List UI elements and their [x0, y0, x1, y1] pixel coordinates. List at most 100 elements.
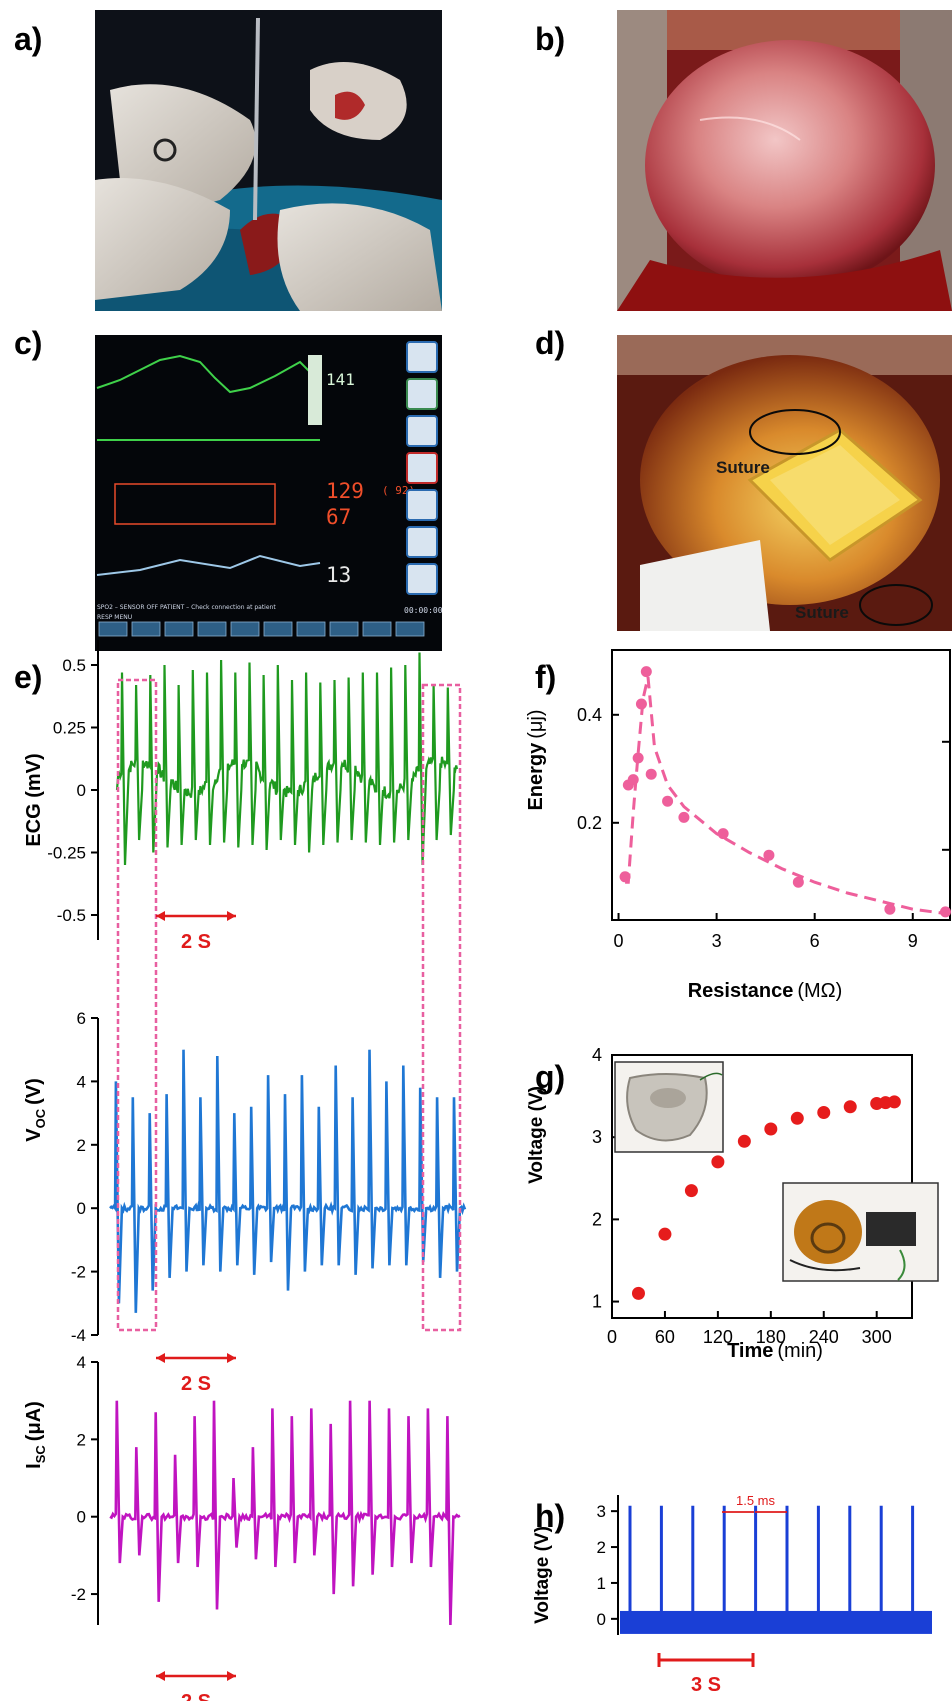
voc-ylabel-unit: (V): [23, 1078, 45, 1105]
g-xtick-label: 300: [862, 1327, 892, 1347]
f-ytick-label: 0.2: [577, 813, 602, 833]
isc-ytick-label: -2: [71, 1585, 86, 1604]
photo-monitor: 141 129 67 ( 92) 13 SPO2 – SENSOR OFF PA…: [95, 335, 443, 651]
g-ytick-label: 4: [592, 1045, 602, 1065]
isc-ylabel: ISC(μA): [23, 1401, 48, 1469]
h-ylabel: Voltage (V): [532, 1526, 553, 1624]
f-xlabel: Resistance (MΩ): [688, 980, 843, 1002]
monitor-bp-dia: 67: [326, 505, 351, 529]
energy-point: [763, 850, 774, 861]
monitor-softkey: [330, 622, 358, 636]
monitor-softkey: [396, 622, 424, 636]
chart-e-voc: 6 4 2 0 -2 -4 VOC (V): [23, 1009, 465, 1345]
voc-trace: [110, 1050, 465, 1313]
chart-e-isc: 4 2 0 -2 ISC (μA): [23, 1353, 460, 1625]
ecg-ytick-label: 0.25: [53, 719, 86, 738]
h-ytick-label: 0: [597, 1610, 606, 1629]
isc-ytick-label: 2: [77, 1430, 86, 1449]
scale-bar-arrowhead: [156, 911, 165, 921]
f-xtick-label: 3: [712, 931, 722, 951]
isc-ytick-label: 0: [77, 1508, 86, 1527]
h-ytick-label: 2: [597, 1538, 606, 1557]
h-annotation: 1.5 ms: [736, 1493, 776, 1508]
voc-ylabel-sub: OC: [33, 1108, 48, 1128]
f-ylabel: Energy(μj): [525, 709, 547, 810]
scale-bars-e: 2 S 2 S 2 S: [156, 911, 236, 1701]
isc-ytick-label: 4: [77, 1353, 86, 1372]
ecg-ytick-label: 0.5: [62, 656, 86, 675]
ecg-ylabel: ECG (mV): [23, 753, 45, 846]
g-ytick-label: 3: [592, 1127, 602, 1147]
ecg-trace: [117, 653, 457, 866]
energy-point: [884, 904, 895, 915]
monitor-softkey: [99, 622, 127, 636]
g-xtick-label: 60: [655, 1327, 675, 1347]
monitor-softkey: [231, 622, 259, 636]
voc-ytick-label: -4: [71, 1326, 86, 1345]
voltage-point: [817, 1106, 830, 1119]
voltage-point: [711, 1155, 724, 1168]
monitor-side-button: [407, 416, 437, 446]
ecg-ytick-label: 0: [77, 781, 86, 800]
scale-bar-label: 2 S: [181, 931, 211, 953]
inset-photo-device: [615, 1062, 723, 1152]
monitor-softkey: [198, 622, 226, 636]
voc-ytick-label: 4: [77, 1072, 86, 1091]
voc-ylabel-main: V: [23, 1128, 45, 1142]
isc-ylabel-sub: SC: [33, 1445, 48, 1464]
ecg-ytick-label: -0.25: [47, 844, 86, 863]
h-ytick-label: 3: [597, 1502, 606, 1521]
voltage-point: [738, 1135, 751, 1148]
voltage-point: [685, 1184, 698, 1197]
voc-ytick-label: -2: [71, 1263, 86, 1282]
photo-heart: [617, 10, 952, 311]
monitor-side-button: [407, 342, 437, 372]
g-xtick-label: 0: [607, 1327, 617, 1347]
energy-point: [678, 812, 689, 823]
energy-point: [633, 753, 644, 764]
h-noise-band: [620, 1611, 932, 1634]
voc-ytick-label: 2: [77, 1136, 86, 1155]
monitor-rr: 13: [326, 563, 351, 587]
ecg-ytick-label: -0.5: [57, 906, 86, 925]
monitor-timer: 00:00:00: [404, 606, 443, 615]
h-ytick-label: 1: [597, 1574, 606, 1593]
voltage-point: [632, 1287, 645, 1300]
suture-label-1: Suture: [716, 458, 770, 477]
f-xtick-label: 6: [810, 931, 820, 951]
energy-point: [793, 877, 804, 888]
monitor-status: SPO2 – SENSOR OFF PATIENT – Check connec…: [97, 604, 276, 611]
panel-c-label: c): [14, 325, 42, 361]
voc-ytick-label: 0: [77, 1199, 86, 1218]
energy-fit-curve: [625, 677, 945, 914]
monitor-side-button: [407, 564, 437, 594]
g-ylabel: Voltage (V): [526, 1086, 547, 1184]
isc-trace: [110, 1401, 460, 1625]
scale-bar-label: 2 S: [181, 1373, 211, 1395]
monitor-side-button: [407, 490, 437, 520]
monitor-softkey: [297, 622, 325, 636]
energy-point: [636, 699, 647, 710]
monitor-side-button: [407, 379, 437, 409]
f-ytick-label: 0.4: [577, 705, 602, 725]
monitor-softkey: [363, 622, 391, 636]
energy-point: [641, 666, 652, 677]
scale-bar-arrowhead: [227, 1671, 236, 1681]
panel-e-label: e): [14, 659, 42, 695]
voltage-point: [658, 1228, 671, 1241]
monitor-bp-sys: 129: [326, 479, 364, 503]
photo-patch: Suture Suture: [617, 335, 952, 631]
energy-point: [646, 769, 657, 780]
voltage-point: [764, 1122, 777, 1135]
photo-surgery: [95, 10, 442, 311]
scale-bar-arrowhead: [227, 911, 236, 921]
chart-e-ecg: 0.5 0.25 0 -0.25 -0.5 ECG (mV): [23, 640, 457, 940]
scale-bar-label: 2 S: [181, 1691, 211, 1701]
panel-d-label: d): [535, 325, 565, 361]
monitor-side-button: [407, 453, 437, 483]
energy-point: [620, 871, 631, 882]
voltage-point: [844, 1100, 857, 1113]
chart-f-energy: 0.2 0.4 0 3 6 9 Energy(μj) Resistance (MΩ): [525, 650, 951, 1002]
panel-f-label: f): [535, 659, 556, 695]
